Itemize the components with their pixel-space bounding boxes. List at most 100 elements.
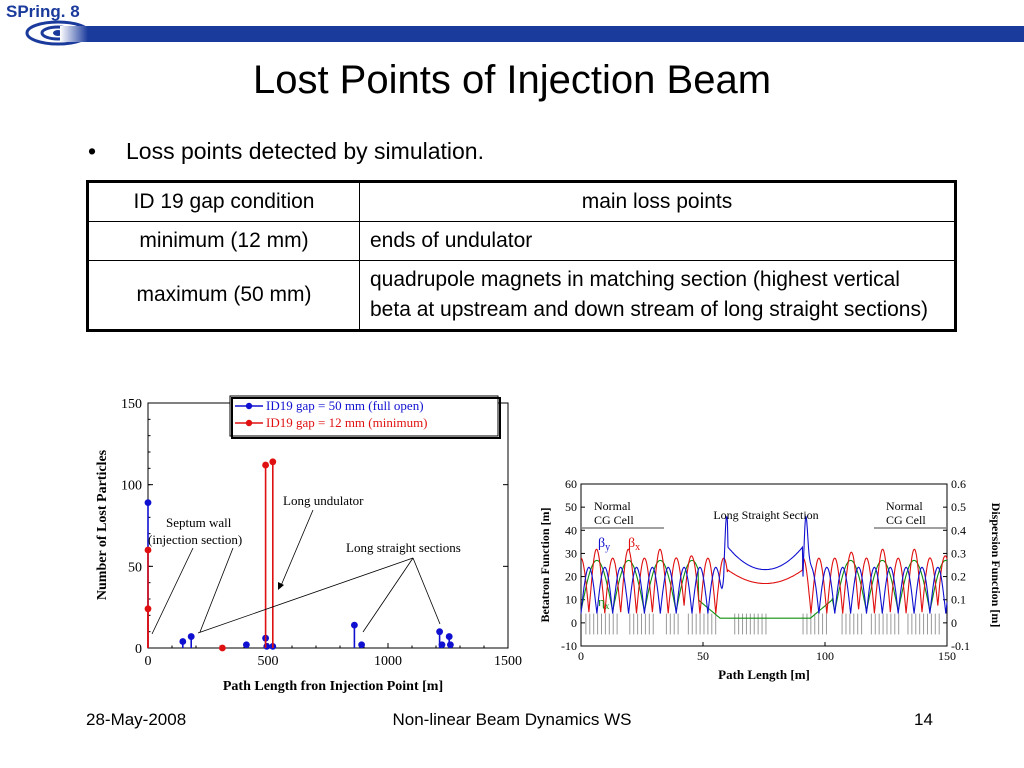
bullet-item: • Loss points detected by simulation. bbox=[88, 138, 484, 165]
beta-y-line bbox=[580, 516, 948, 614]
betatron-function-chart: 0 50 100 150-100102030405060-0.100.10.20.30… bbox=[538, 477, 1003, 682]
y2-tick-label: -0.1 bbox=[951, 639, 970, 653]
legend-label: ID19 gap = 50 mm (full open) bbox=[266, 398, 424, 413]
data-point bbox=[144, 499, 152, 507]
y-tick-label: 0 bbox=[135, 642, 142, 657]
legend-marker-red bbox=[245, 419, 253, 427]
beta-y-subscript: y bbox=[605, 542, 610, 553]
beta-x-subscript: x bbox=[635, 542, 640, 553]
annotation-septum-wall: Septum wall bbox=[166, 515, 232, 530]
annotation-normal-right: Normal bbox=[886, 499, 923, 513]
data-point bbox=[269, 458, 277, 466]
y2-tick-label: 0.2 bbox=[951, 570, 966, 584]
y2-tick-label: 0.3 bbox=[951, 546, 966, 560]
footer-page-number: 14 bbox=[914, 710, 933, 729]
annotation-arrow bbox=[199, 547, 234, 633]
table-header-cell: main loss points bbox=[359, 181, 956, 222]
y-tick-label: 50 bbox=[128, 560, 142, 575]
y-tick-label: 20 bbox=[565, 570, 577, 584]
y-tick-label: 40 bbox=[565, 523, 577, 537]
annotation-arrow bbox=[151, 547, 194, 635]
y-tick-label: 10 bbox=[565, 593, 577, 607]
data-point bbox=[445, 633, 453, 640]
arrowhead bbox=[278, 582, 284, 590]
y2-tick-label: 0.5 bbox=[951, 500, 966, 514]
annotation-arrow bbox=[279, 509, 314, 589]
y2-tick-label: 0.4 bbox=[951, 523, 966, 537]
y-tick-label: 60 bbox=[565, 477, 577, 491]
beta-x-symbol: β bbox=[628, 536, 635, 551]
y-tick-label: 0 bbox=[571, 616, 577, 630]
data-point bbox=[243, 641, 250, 649]
legend-label: ID19 gap = 12 mm (minimum) bbox=[266, 415, 428, 430]
data-point bbox=[144, 605, 152, 613]
loss-points-table: ID 19 gap condition main loss points min… bbox=[86, 180, 957, 332]
y-tick-label: 150 bbox=[121, 397, 142, 412]
annotation-normal-left: Normal bbox=[594, 499, 631, 513]
y-tick-label: 100 bbox=[121, 479, 142, 494]
x-tick-label: 0 bbox=[578, 649, 584, 663]
eta-x-subscript: x bbox=[605, 601, 610, 611]
annotation-injection-section: (injection section) bbox=[148, 532, 242, 547]
legend-box bbox=[229, 395, 499, 437]
beta-x-line bbox=[580, 548, 948, 614]
legend-shadow bbox=[231, 397, 501, 439]
beta-y-symbol: β bbox=[598, 536, 605, 551]
data-point bbox=[144, 546, 152, 554]
x-tick-label: 50 bbox=[697, 649, 709, 663]
annotation-cg-cell-right: CG Cell bbox=[886, 513, 926, 527]
y-tick-label: -10 bbox=[561, 639, 577, 653]
data-point bbox=[262, 461, 269, 469]
table-cell: quadrupole magnets in matching section (… bbox=[359, 260, 956, 331]
data-point bbox=[438, 641, 446, 649]
logo-text: SPring. 8 bbox=[6, 2, 80, 21]
marker-group bbox=[144, 458, 454, 652]
y-tick-label: 50 bbox=[565, 500, 577, 514]
series-label-eta-x: ηx bbox=[598, 594, 610, 611]
data-point bbox=[351, 621, 358, 629]
footer-event: Non-linear Beam Dynamics WS bbox=[392, 710, 632, 729]
x-axis-label: Path Length fron Injection Point [m] bbox=[223, 679, 443, 694]
header-bar-fade bbox=[60, 26, 88, 42]
table-row: minimum (12 mm) ends of undulator bbox=[87, 221, 956, 261]
annotation-arrow bbox=[197, 557, 414, 634]
data-point bbox=[447, 641, 454, 649]
data-point bbox=[358, 641, 365, 649]
plot-frame bbox=[147, 402, 509, 649]
x-axis-label: Path Length [m] bbox=[718, 667, 810, 682]
table-header-row: ID 19 gap condition main loss points bbox=[87, 181, 956, 222]
annotation-long-undulator: Long undulator bbox=[283, 493, 364, 508]
annotation-arrow bbox=[412, 557, 441, 625]
table-cell: minimum (12 mm) bbox=[87, 221, 360, 261]
annotation-long-straight-sections: Long straight sections bbox=[346, 540, 461, 555]
x-tick-label: 100 bbox=[816, 649, 834, 663]
annotation-arrow bbox=[362, 557, 414, 633]
y-axis-label: Number of Lost Particles bbox=[95, 449, 110, 600]
annotation-long-straight-section: Long Straight Section bbox=[713, 508, 818, 522]
series-label-beta-y: βy bbox=[598, 536, 610, 553]
legend: ID19 gap = 50 mm (full open) ID19 gap = … bbox=[229, 395, 501, 439]
data-point bbox=[219, 644, 226, 652]
table-row: maximum (50 mm) quadrupole magnets in ma… bbox=[87, 260, 956, 331]
eta-x-symbol: η bbox=[598, 594, 605, 609]
bullet-text: Loss points detected by simulation. bbox=[126, 138, 484, 164]
data-point bbox=[187, 633, 195, 640]
series-label-beta-x: βx bbox=[628, 536, 640, 553]
x-tick-label: 150 bbox=[938, 649, 956, 663]
data-point bbox=[179, 638, 187, 645]
y-tick-label: 30 bbox=[565, 546, 577, 560]
data-point bbox=[436, 628, 443, 636]
x-tick-label: 1500 bbox=[494, 654, 522, 669]
header-bar bbox=[88, 26, 1024, 42]
tick-group: 0 50 100 150-100102030405060-0.100.10.20.30… bbox=[561, 477, 970, 663]
y-axis-label: Betatron Function [m] bbox=[538, 507, 552, 622]
line-group bbox=[580, 516, 948, 635]
y2-tick-label: 0 bbox=[951, 616, 957, 630]
x-tick-label: 0 bbox=[145, 654, 152, 669]
annotation-cg-cell-left: CG Cell bbox=[594, 513, 634, 527]
y2-tick-label: 0.1 bbox=[951, 593, 966, 607]
page-title: Lost Points of Injection Beam bbox=[252, 58, 772, 102]
y2-tick-label: 0.6 bbox=[951, 477, 966, 491]
data-point bbox=[263, 642, 271, 650]
table-cell: maximum (50 mm) bbox=[87, 260, 360, 331]
